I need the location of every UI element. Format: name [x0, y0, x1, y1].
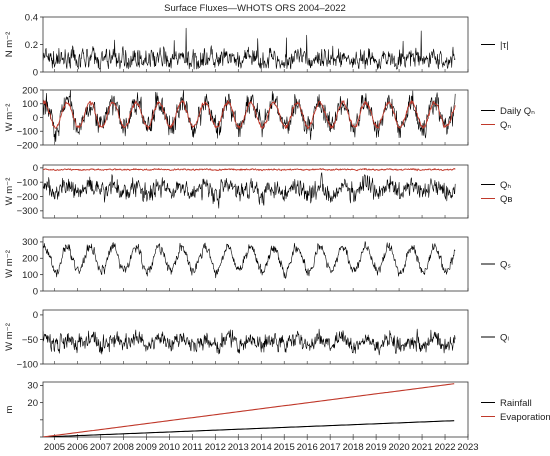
- y-tick-label: 100: [22, 270, 38, 281]
- x-tick-label: 2006: [67, 442, 88, 453]
- y-tick-label: 200: [22, 85, 38, 96]
- series-line-qn-0: [43, 90, 456, 143]
- x-tick-label: 2023: [457, 442, 478, 453]
- x-tick-label: 2007: [90, 442, 111, 453]
- x-tick-label: 2020: [389, 442, 410, 453]
- legend-label: Rainfall: [500, 398, 532, 409]
- y-tick-label: −50: [22, 335, 38, 346]
- y-tick-label: −100: [17, 177, 38, 188]
- y-tick-label: −300: [17, 206, 38, 217]
- panel-qs: 0 100 200 300 W m⁻² Qₛ: [4, 236, 511, 297]
- legend-label: |τ|: [500, 40, 509, 51]
- plot-frame: [42, 236, 469, 292]
- y-tick-label: 0.4: [25, 12, 38, 23]
- y-tick-label: −200: [17, 140, 38, 151]
- x-tick-label: 2012: [205, 442, 226, 453]
- y-tick-label: 0: [33, 113, 38, 124]
- panel-qn: −200 −100 0 100 200 W m⁻² Daily Qₙ Qₙ: [4, 85, 535, 151]
- x-tick-label: 2010: [159, 442, 180, 453]
- series-line-qs-0: [43, 241, 456, 279]
- series-line-water-0: [43, 420, 455, 437]
- panel-tau: 0 0.2 0.4 N m⁻² |τ|: [4, 12, 509, 78]
- x-tick-label: 2016: [297, 442, 318, 453]
- x-tick-label: 2019: [366, 442, 387, 453]
- y-tick-label: 0: [33, 310, 38, 321]
- x-tick-label: 2009: [136, 442, 157, 453]
- x-tick-label: 2015: [274, 442, 295, 453]
- y-axis-label: W m⁻²: [4, 323, 15, 351]
- y-axis-label: W m⁻²: [4, 178, 15, 206]
- y-axis-label: m: [4, 405, 15, 413]
- plot-frame: [42, 16, 469, 73]
- legend-label: Qₗ: [500, 332, 509, 343]
- series-line-qn-1: [43, 99, 456, 130]
- y-axis-label: W m⁻²: [4, 104, 15, 132]
- plot-frame: [42, 164, 469, 219]
- legend-label: Daily Qₙ: [500, 106, 535, 117]
- legend-label: Qʙ: [500, 194, 512, 205]
- y-tick-label: 20: [27, 398, 38, 409]
- y-tick-label: 0: [33, 67, 38, 78]
- series-line-ql-0: [43, 328, 456, 356]
- y-tick-label: −200: [17, 192, 38, 203]
- x-tick-label: 2008: [113, 442, 134, 453]
- legend-label: Qₙ: [500, 120, 511, 131]
- plot-frame: [42, 381, 469, 438]
- y-tick-label: 0: [33, 163, 38, 174]
- legend-label: Qₕ: [500, 180, 511, 191]
- x-tick-label: 2021: [411, 442, 432, 453]
- series-line-water-1: [43, 383, 455, 437]
- y-tick-label: 100: [22, 99, 38, 110]
- x-tick-label: 2014: [251, 442, 272, 453]
- legend-label: Evaporation: [500, 412, 550, 423]
- y-tick-label: −100: [17, 127, 38, 138]
- series-line-qh_qb-0: [43, 172, 456, 209]
- y-tick-label: −100: [17, 359, 38, 370]
- panel-ql: −100 −50 0 W m⁻² Qₗ: [4, 309, 509, 370]
- series-line-tau-0: [43, 27, 456, 70]
- y-tick-label: 0: [33, 286, 38, 297]
- x-tick-label: 2011: [182, 442, 202, 453]
- figure-title: Surface Fluxes—WHOTS ORS 2004–2022: [164, 3, 346, 14]
- series-line-qh_qb-1: [43, 168, 456, 172]
- y-tick-label: 0.2: [25, 40, 38, 51]
- x-tick-label: 2018: [343, 442, 364, 453]
- y-axis-label: W m⁻²: [4, 250, 15, 278]
- x-tick-label: 2022: [434, 442, 455, 453]
- x-tick-label: 2017: [320, 442, 341, 453]
- legend-label: Qₛ: [500, 259, 511, 270]
- y-axis-label: N m⁻²: [4, 32, 15, 58]
- y-tick-label: 30: [27, 381, 38, 392]
- panel-qh_qb: −300 −200 −100 0 W m⁻² Qₕ Qʙ: [4, 163, 512, 219]
- x-tick-label: 2013: [228, 442, 249, 453]
- y-tick-label: 200: [22, 254, 38, 265]
- x-tick-label: 2005: [44, 442, 65, 453]
- y-tick-label: 300: [22, 237, 38, 248]
- plot-frame: [42, 309, 469, 365]
